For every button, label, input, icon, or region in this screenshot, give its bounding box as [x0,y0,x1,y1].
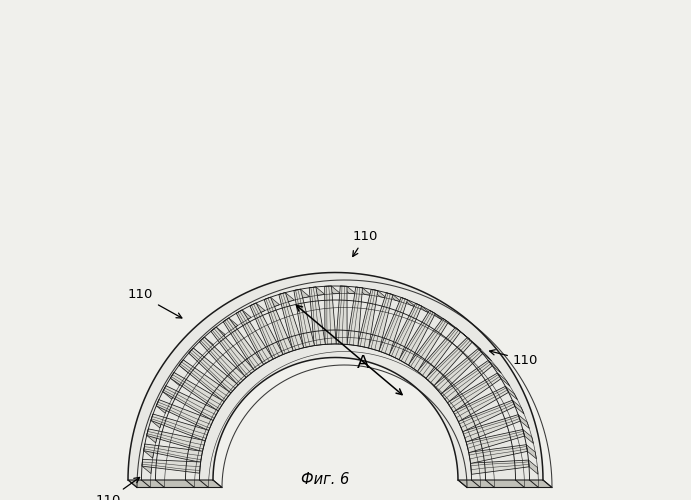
Polygon shape [223,318,264,370]
Polygon shape [309,287,325,346]
Polygon shape [379,298,408,355]
Polygon shape [128,480,222,488]
Polygon shape [294,289,310,298]
Polygon shape [523,430,533,444]
Text: 110: 110 [95,478,140,500]
Polygon shape [163,386,175,399]
Polygon shape [151,414,209,441]
Polygon shape [179,360,231,402]
Polygon shape [279,292,304,350]
Polygon shape [146,429,158,443]
Polygon shape [163,386,218,420]
Polygon shape [223,318,238,330]
Polygon shape [211,327,225,339]
Polygon shape [200,337,246,385]
Polygon shape [529,460,538,474]
Polygon shape [146,429,205,452]
Polygon shape [386,292,401,302]
Polygon shape [489,360,502,374]
Polygon shape [236,310,251,321]
Polygon shape [505,386,518,400]
Polygon shape [340,286,356,294]
Polygon shape [236,310,273,364]
Polygon shape [356,287,372,296]
Polygon shape [512,400,524,414]
Text: 110: 110 [352,230,378,256]
Polygon shape [371,290,387,298]
Polygon shape [250,303,265,314]
Text: A: A [357,354,369,372]
Polygon shape [325,286,341,294]
Polygon shape [279,292,294,302]
Polygon shape [128,272,543,480]
Polygon shape [443,318,457,330]
Polygon shape [368,292,392,351]
Polygon shape [264,297,279,307]
Polygon shape [401,298,417,308]
Polygon shape [200,337,214,349]
Text: 110: 110 [128,288,182,318]
Polygon shape [142,460,200,473]
Polygon shape [458,400,515,432]
Polygon shape [467,338,481,349]
Polygon shape [358,290,378,348]
Polygon shape [478,348,492,361]
Polygon shape [179,360,192,372]
Polygon shape [189,348,238,393]
Polygon shape [458,480,552,488]
Polygon shape [498,373,510,386]
Polygon shape [463,414,520,442]
Polygon shape [415,304,430,314]
Polygon shape [156,400,168,413]
Polygon shape [189,348,202,360]
Text: 110: 110 [489,350,538,366]
Polygon shape [264,297,293,354]
Polygon shape [408,318,448,372]
Polygon shape [250,303,283,359]
Polygon shape [417,328,461,378]
Polygon shape [399,310,435,365]
Polygon shape [441,360,493,403]
Polygon shape [466,430,524,452]
Polygon shape [171,372,224,411]
Polygon shape [433,348,483,394]
Polygon shape [294,289,314,348]
Polygon shape [426,338,472,386]
Polygon shape [156,400,213,430]
Polygon shape [430,310,444,321]
Polygon shape [325,286,337,344]
Polygon shape [447,373,501,412]
Polygon shape [455,328,470,339]
Polygon shape [151,414,162,428]
Polygon shape [453,386,509,422]
Polygon shape [211,327,254,378]
Polygon shape [336,286,347,344]
Polygon shape [389,304,422,360]
Polygon shape [347,287,363,346]
Polygon shape [471,460,529,474]
Text: Фиг. 6: Фиг. 6 [301,472,350,488]
Polygon shape [468,444,527,464]
Polygon shape [518,414,529,428]
Polygon shape [144,444,202,462]
Polygon shape [142,460,151,473]
Polygon shape [171,372,183,386]
Polygon shape [144,444,154,458]
Polygon shape [527,444,536,459]
Polygon shape [309,287,325,296]
